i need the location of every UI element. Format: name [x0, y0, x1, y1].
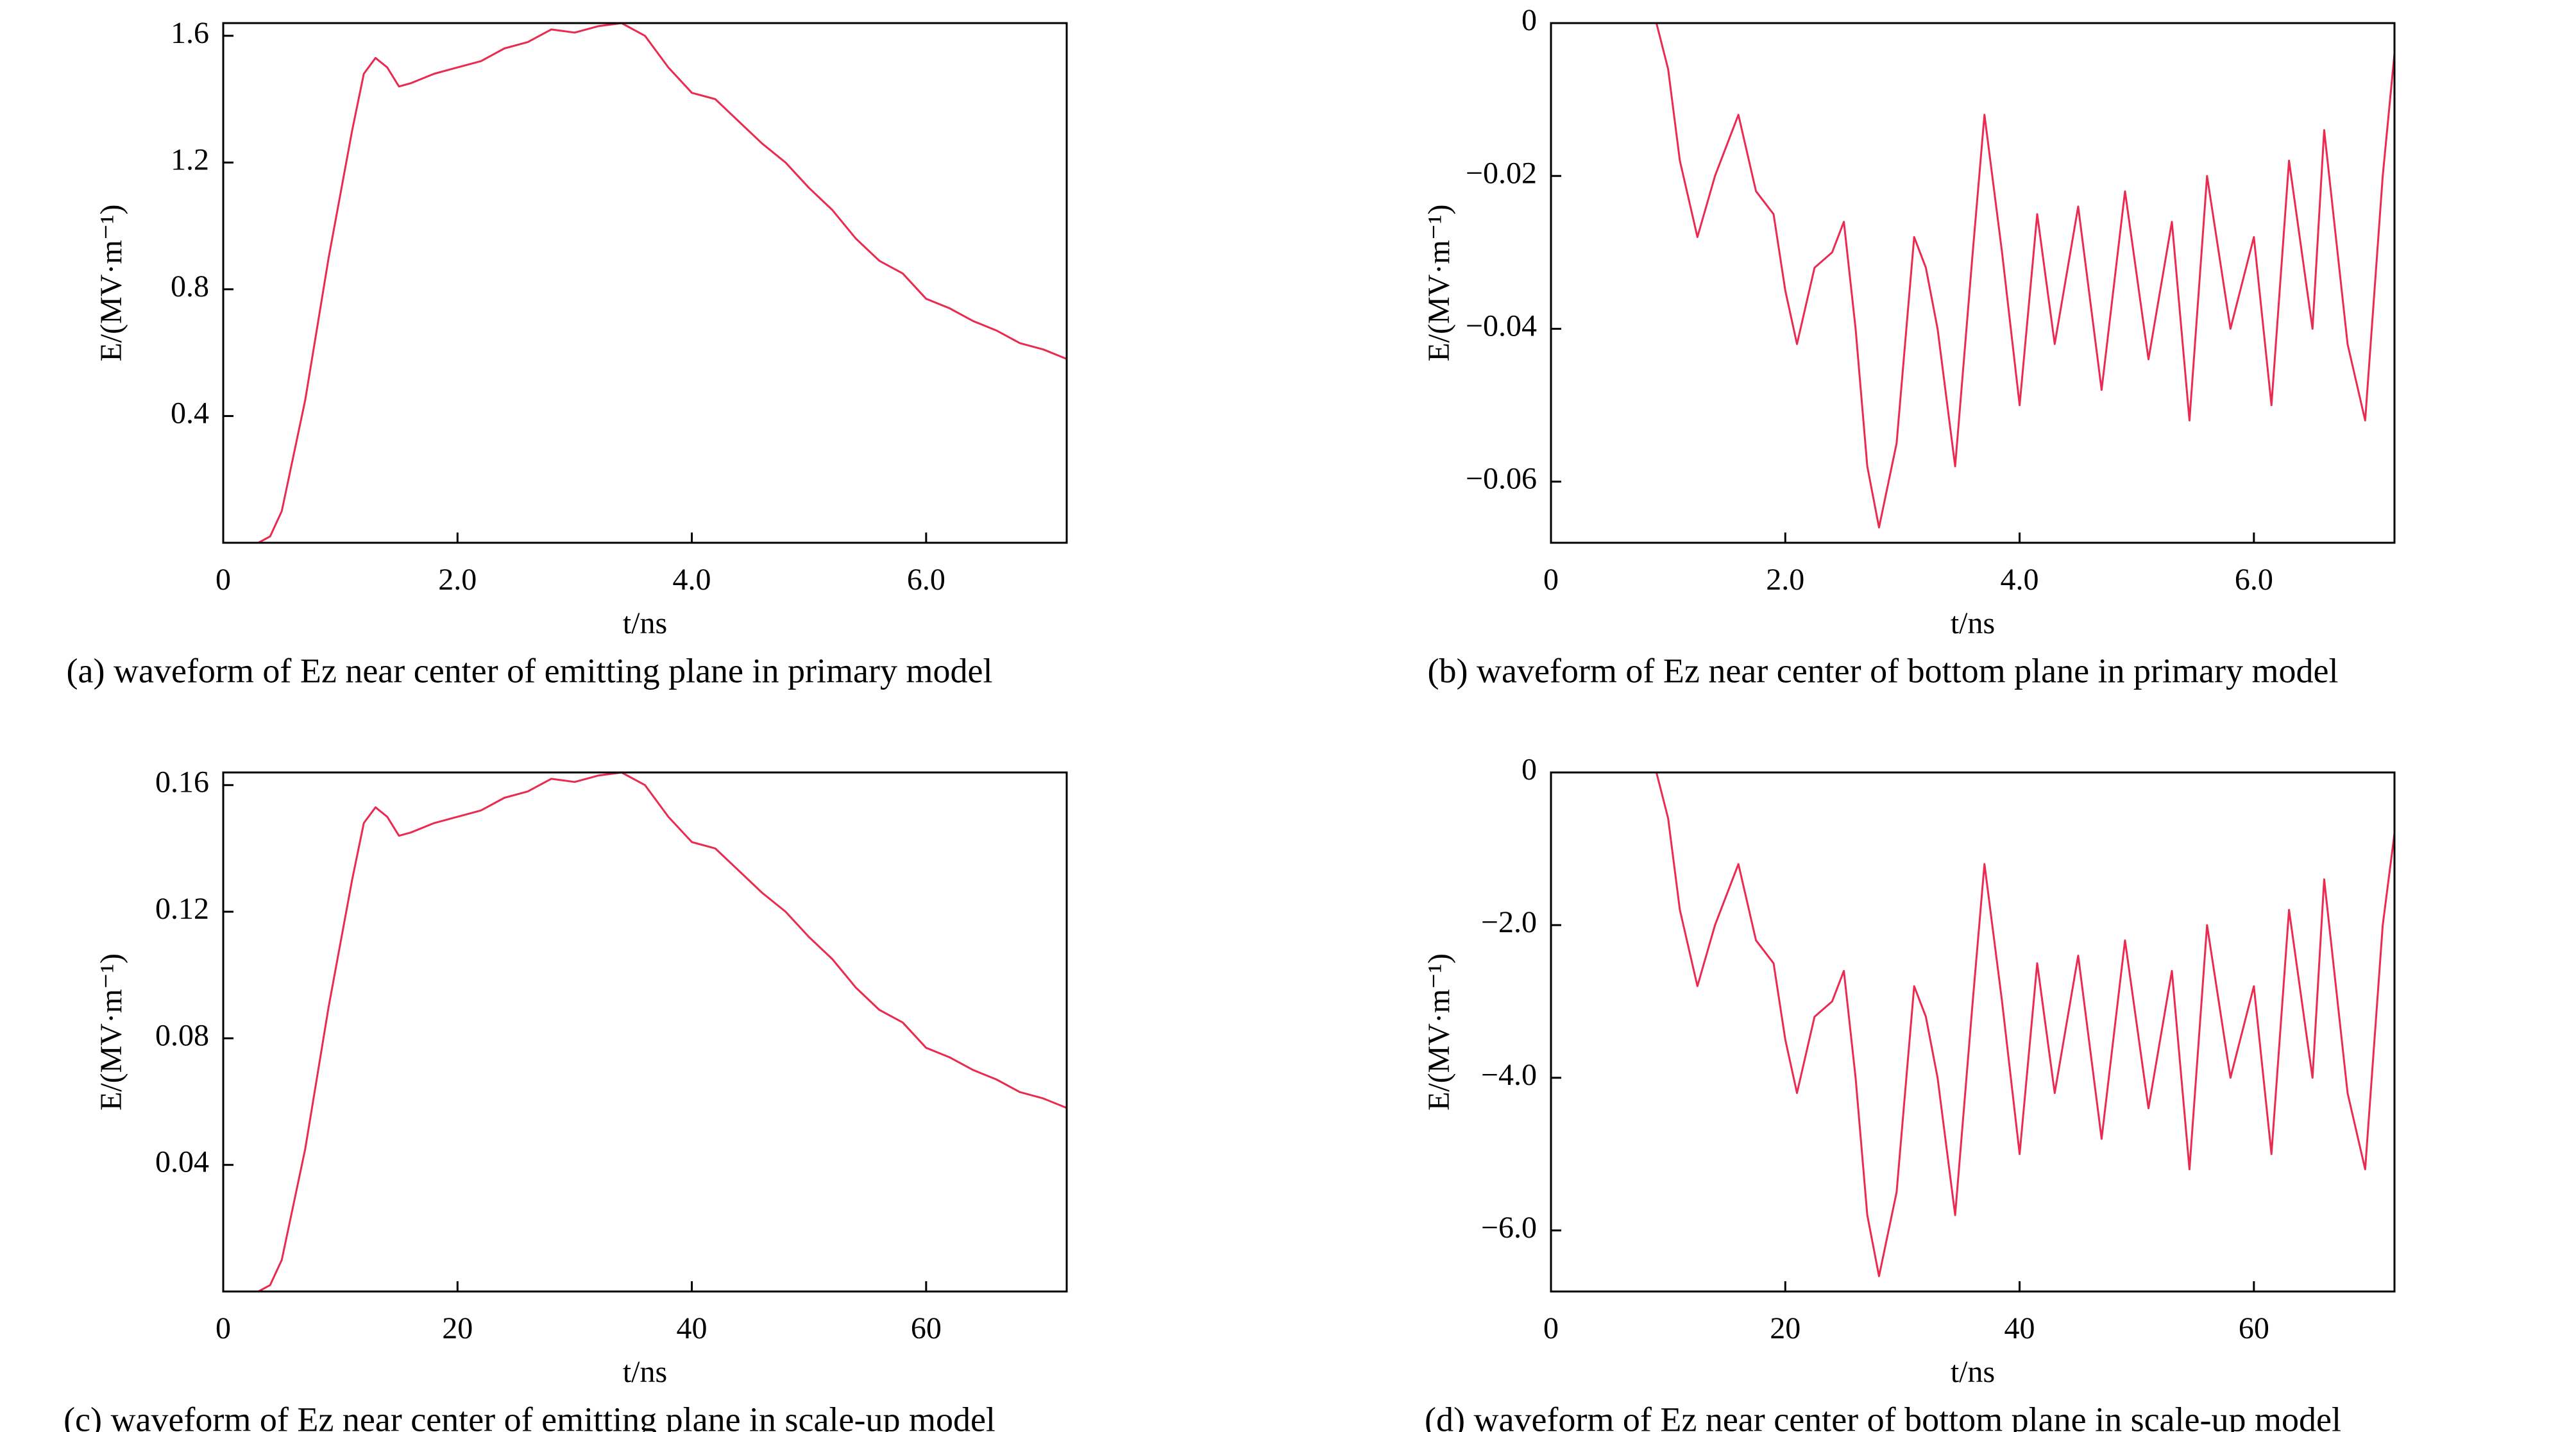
y-tick-label: −0.02: [1466, 156, 1537, 190]
x-tick-label: 4.0: [673, 563, 711, 597]
y-tick-label: 0: [1521, 3, 1537, 37]
plot-frame: [222, 22, 1068, 544]
x-tick-label: 2.0: [1766, 563, 1804, 597]
y-tick-label: 0.12: [155, 892, 209, 926]
y-tick-label: −0.06: [1466, 462, 1537, 496]
waveform-line: [223, 22, 1067, 544]
caption: (b) waveform of Ez near center of bottom…: [1428, 651, 2339, 690]
x-tick-label: 0: [216, 563, 231, 597]
y-axis-label: E/(MV·m⁻¹): [94, 953, 128, 1111]
x-tick-label: 0: [216, 1311, 231, 1345]
x-tick-label: 6.0: [2235, 563, 2273, 597]
waveform-line: [1551, 771, 2396, 1277]
y-tick-label: 0.04: [155, 1145, 209, 1179]
caption: (d) waveform of Ez near center of bottom…: [1425, 1400, 2341, 1432]
y-axis-label: E/(MV·m⁻¹): [1422, 204, 1456, 361]
y-tick-label: 0.16: [155, 765, 209, 799]
y-tick-label: 1.6: [171, 16, 209, 50]
y-tick-label: −6.0: [1481, 1211, 1537, 1245]
x-tick-label: 4.0: [2001, 563, 2039, 597]
x-tick-label: 60: [911, 1311, 942, 1345]
y-tick-label: −2.0: [1481, 905, 1537, 939]
plot-frame: [222, 771, 1068, 1293]
plot-frame: [1550, 771, 2396, 1293]
plot-frame: [1550, 22, 2396, 544]
y-tick-label: 1.2: [171, 142, 209, 176]
y-tick-label: 0.4: [171, 396, 209, 430]
x-tick-label: 20: [442, 1311, 473, 1345]
x-axis-label: t/ns: [623, 1355, 667, 1389]
y-tick-label: 0: [1521, 753, 1537, 787]
y-tick-label: −4.0: [1481, 1058, 1537, 1092]
caption: (c) waveform of Ez near center of emitti…: [64, 1400, 996, 1432]
x-tick-label: 40: [2004, 1311, 2035, 1345]
x-tick-label: 40: [677, 1311, 708, 1345]
x-tick-label: 6.0: [907, 563, 945, 597]
x-axis-label: t/ns: [1951, 606, 1995, 640]
caption: (a) waveform of Ez near center of emitti…: [67, 651, 993, 690]
x-tick-label: 20: [1770, 1311, 1801, 1345]
waveform-line: [223, 771, 1067, 1293]
waveform-line: [1551, 22, 2396, 529]
y-tick-label: 0.8: [171, 269, 209, 303]
x-tick-label: 0: [1543, 563, 1559, 597]
x-tick-label: 60: [2239, 1311, 2269, 1345]
y-axis-label: E/(MV·m⁻¹): [94, 204, 128, 361]
x-axis-label: t/ns: [623, 606, 667, 640]
y-axis-label: E/(MV·m⁻¹): [1422, 953, 1456, 1111]
x-tick-label: 0: [1543, 1311, 1559, 1345]
y-tick-label: −0.04: [1466, 309, 1537, 343]
y-tick-label: 0.08: [155, 1018, 209, 1052]
x-tick-label: 2.0: [438, 563, 477, 597]
x-axis-label: t/ns: [1951, 1355, 1995, 1389]
